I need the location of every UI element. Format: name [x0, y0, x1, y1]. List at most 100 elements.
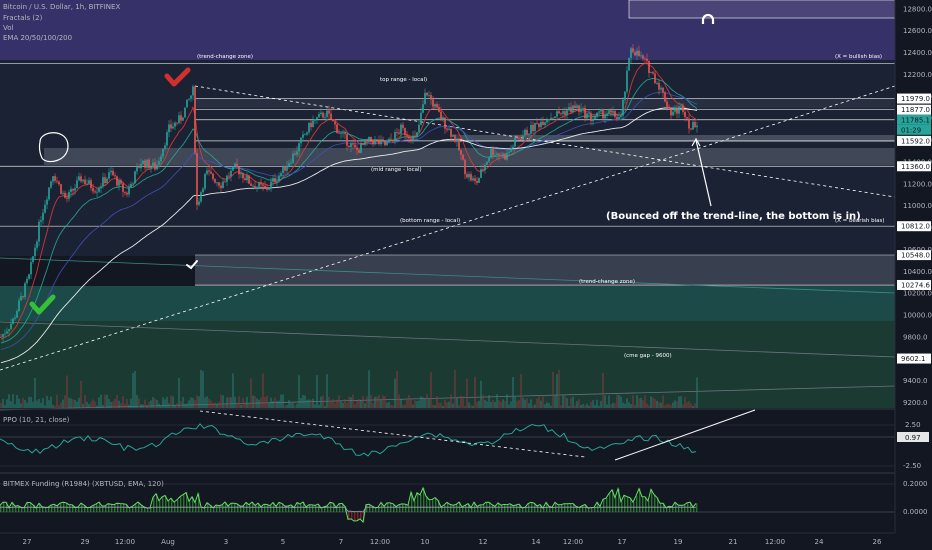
funding-bar: [24, 507, 26, 512]
funding-bar: [147, 507, 149, 512]
volume-bar: [462, 396, 464, 408]
volume-bar: [480, 380, 482, 408]
funding-bar: [183, 494, 185, 512]
candle-body: [348, 145, 350, 148]
candle-body: [98, 188, 100, 192]
candle-body: [60, 184, 62, 194]
candle-body: [376, 139, 378, 141]
candle-body: [562, 111, 564, 114]
volume-bar: [240, 404, 242, 408]
funding-bar: [210, 505, 212, 512]
candle-body: [174, 122, 176, 127]
volume-bar: [230, 397, 232, 408]
candle-body: [230, 170, 232, 177]
candle-body: [344, 132, 346, 135]
candle-body: [468, 174, 470, 178]
volume-bar: [558, 369, 560, 408]
candle-body: [156, 164, 158, 170]
funding-bar: [564, 503, 566, 512]
candle-body: [46, 199, 48, 205]
volume-bar: [594, 404, 596, 408]
candle-body: [112, 170, 114, 176]
volume-bar: [60, 402, 62, 408]
candle-body: [228, 175, 230, 177]
candle-body: [634, 52, 636, 56]
ema-200-line: [0, 107, 698, 364]
funding-bar: [102, 505, 104, 512]
funding-bar: [300, 504, 302, 512]
time-tick-16: 24: [815, 538, 824, 546]
funding-bar: [483, 504, 485, 512]
volume-bar: [410, 399, 412, 408]
funding-bar: [339, 503, 341, 512]
funding-bar: [657, 497, 659, 512]
volume-bar: [662, 395, 664, 408]
candle-body: [582, 107, 584, 109]
annotation-mid-range: (mid range - local): [371, 167, 422, 173]
volume-bar: [560, 405, 562, 408]
time-tick-13: 19: [674, 538, 683, 546]
volume-bar: [550, 405, 552, 408]
time-tick-9: 12: [479, 538, 488, 546]
volume-bar: [566, 398, 568, 408]
volume-bar: [142, 404, 144, 408]
candle-body: [288, 163, 290, 167]
candle-body: [492, 148, 494, 156]
volume-bar: [74, 399, 76, 408]
volume-bar: [34, 377, 36, 408]
candle-body: [452, 134, 454, 137]
volume-bar: [232, 373, 234, 408]
candle-body: [628, 57, 630, 71]
volume-bar: [334, 403, 336, 408]
candle-body: [64, 192, 66, 198]
candle-body: [488, 157, 490, 162]
volume-bar: [470, 405, 472, 408]
candle-body: [358, 149, 360, 153]
candle-body: [44, 204, 46, 213]
candle-body: [76, 180, 78, 189]
funding-bar: [654, 494, 656, 512]
candle-body: [236, 163, 238, 167]
volume-bar: [684, 397, 686, 408]
candle-body: [630, 48, 632, 58]
volume-bar: [202, 371, 204, 408]
candle-body: [26, 278, 28, 284]
green-zone: [0, 321, 895, 408]
volume-bar: [260, 397, 262, 408]
candle-body: [118, 180, 120, 186]
volume-bar: [400, 399, 402, 408]
candle-body: [88, 180, 90, 184]
candle-body: [74, 188, 76, 191]
funding-bar: [87, 507, 89, 512]
volume-bar: [436, 396, 438, 408]
price-tag-8: [897, 279, 931, 290]
candle-body: [192, 86, 194, 96]
candle-body: [326, 110, 328, 117]
volume-bar: [366, 396, 368, 408]
volume-bar: [438, 402, 440, 408]
funding-bar: [90, 507, 92, 512]
volume-bar: [38, 398, 40, 408]
funding-bar: [354, 512, 356, 521]
volume-bar: [634, 405, 636, 408]
indicator-fractals: Fractals (2): [3, 14, 43, 22]
candle-body: [366, 140, 368, 142]
top-range-band: [195, 98, 895, 108]
funding-bar: [150, 507, 152, 512]
candle-body: [302, 134, 304, 138]
volume-bar: [234, 396, 236, 408]
mid-range-band: [460, 135, 895, 142]
candle-body: [696, 125, 698, 128]
volume-bar: [8, 394, 10, 408]
volume-bar: [682, 404, 684, 408]
volume-bar: [28, 396, 30, 408]
candle-body: [620, 115, 622, 118]
volume-bar: [538, 395, 540, 408]
volume-bar: [672, 402, 674, 408]
funding-bar: [69, 504, 71, 512]
price-tag-label-2: 11785.1: [901, 116, 930, 124]
funding-bar: [660, 503, 662, 512]
funding-bar: [684, 504, 686, 512]
candle-body: [194, 86, 196, 153]
